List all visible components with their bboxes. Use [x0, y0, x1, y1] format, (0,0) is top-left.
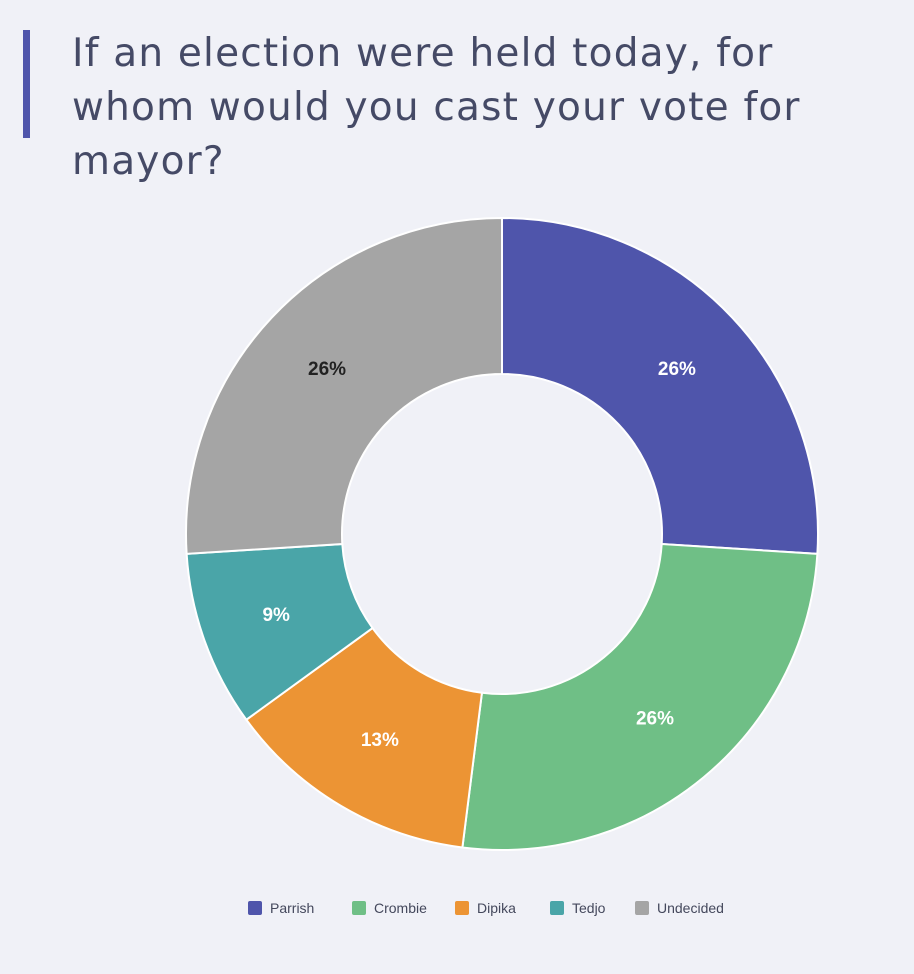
- slice-crombie: [461, 542, 819, 851]
- legend-item-dipika: Dipika: [455, 896, 516, 920]
- slice-undecided: [185, 216, 503, 555]
- legend-swatch-dipika: [455, 901, 469, 915]
- legend-swatch-tedjo: [550, 901, 564, 915]
- chart-legend: Parrish Crombie Dipika Tedjo Undecided: [0, 896, 914, 920]
- legend-item-parrish: Parrish: [248, 896, 314, 920]
- slice-parrish: [501, 216, 819, 555]
- slice-label-crombie: 26%: [636, 708, 674, 729]
- slice-label-tedjo: 9%: [262, 605, 290, 626]
- legend-label-crombie: Crombie: [374, 900, 427, 916]
- title-accent-bar: [23, 30, 30, 138]
- chart-title: If an election were held today, for whom…: [72, 31, 801, 184]
- legend-swatch-parrish: [248, 901, 262, 915]
- legend-swatch-crombie: [352, 901, 366, 915]
- slice-label-dipika: 13%: [361, 730, 399, 751]
- legend-label-undecided: Undecided: [657, 900, 724, 916]
- legend-swatch-undecided: [635, 901, 649, 915]
- slice-dipika: [244, 626, 484, 849]
- donut-chart: 26% 26% 13% 9% 26%: [185, 216, 819, 851]
- legend-item-crombie: Crombie: [352, 896, 427, 920]
- legend-label-parrish: Parrish: [270, 900, 315, 916]
- legend-label-tedjo: Tedjo: [572, 900, 606, 916]
- legend-item-undecided: Undecided: [635, 896, 724, 920]
- slice-label-parrish: 26%: [658, 359, 696, 380]
- legend-item-tedjo: Tedjo: [550, 896, 605, 920]
- legend-label-dipika: Dipika: [477, 900, 516, 916]
- slice-label-undecided: 26%: [308, 359, 346, 380]
